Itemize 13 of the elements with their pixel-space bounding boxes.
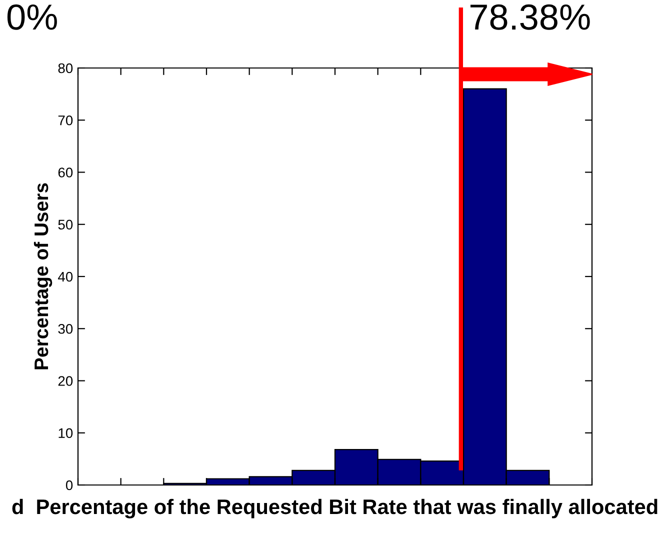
y-tick-label: 60 (58, 168, 73, 178)
y-tick-label: 10 (58, 428, 73, 438)
y-tick-label: 40 (58, 272, 73, 282)
y-tick-label: 80 (58, 63, 73, 74)
text: 78.38% (470, 4, 590, 30)
text: 0% (7, 4, 57, 30)
y-tick-label: 50 (58, 220, 73, 230)
y-tick-label: 20 (58, 376, 73, 386)
y-axis-title: Percentage of Users (34, 183, 52, 370)
y-tick-label: 30 (58, 324, 73, 334)
y-tick-label: 70 (58, 115, 73, 126)
x-axis-title: d Percentage of the Requested Bit Rate that was finally allocated (12, 498, 658, 518)
y-tick-label: 0 (66, 480, 73, 490)
